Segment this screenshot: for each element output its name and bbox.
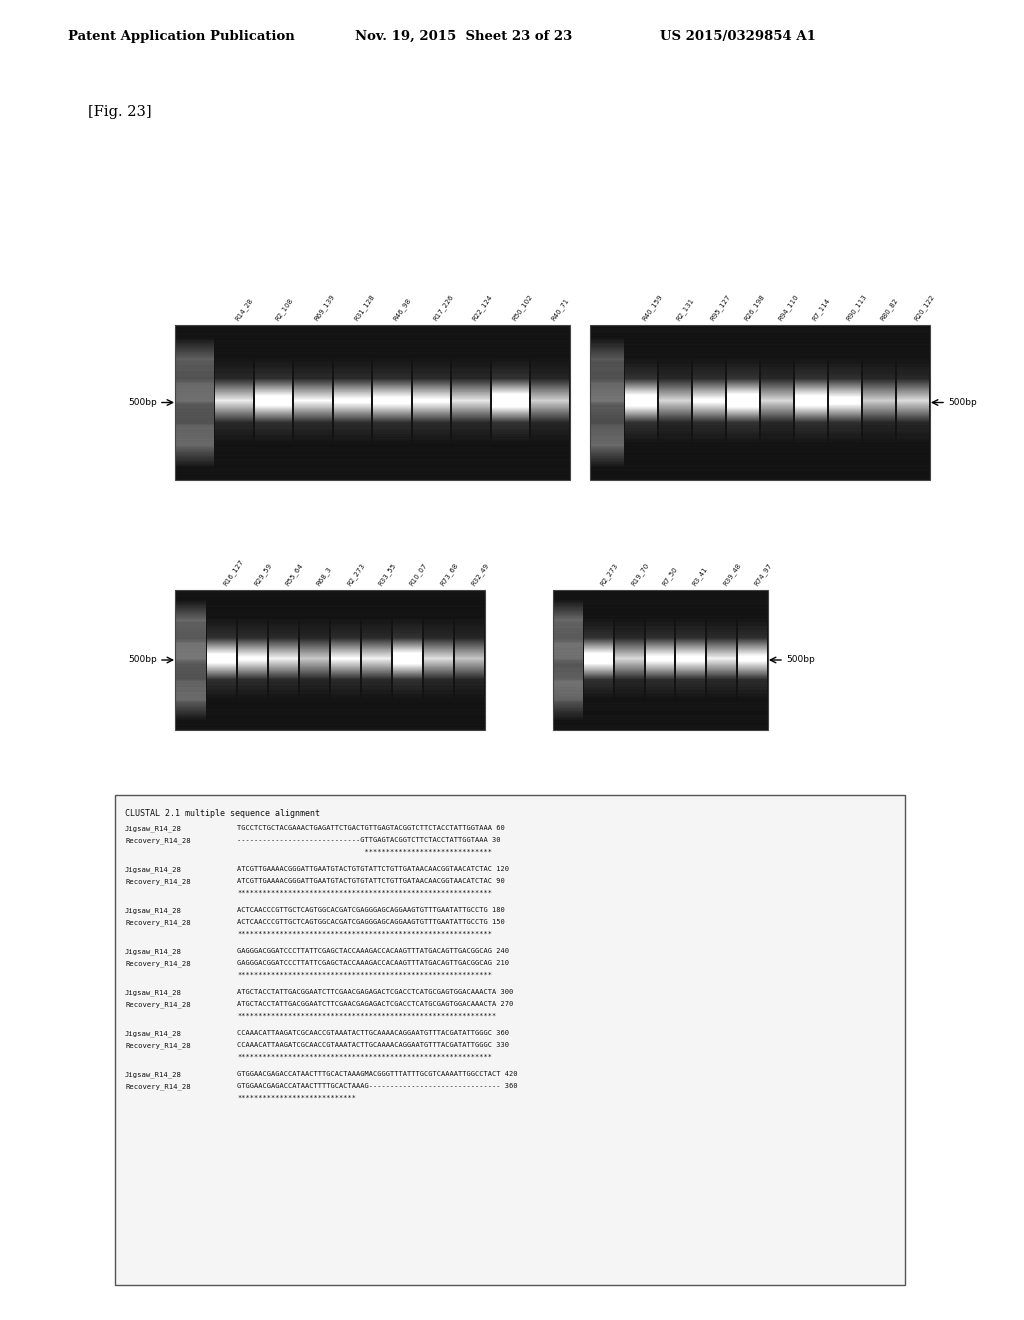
Text: [Fig. 23]: [Fig. 23]: [88, 106, 152, 119]
Text: Recovery_R14_28: Recovery_R14_28: [125, 1041, 190, 1048]
Text: R39_48: R39_48: [722, 562, 742, 587]
Text: R20_122: R20_122: [913, 293, 936, 322]
Text: *************************************************************: ****************************************…: [237, 1012, 497, 1019]
Text: 500bp: 500bp: [786, 656, 815, 664]
Text: Jigsaw_R14_28: Jigsaw_R14_28: [125, 825, 182, 832]
Text: ATGCTACCTATTGACGGAATCTTCGAACGAGAGACTCGACCTCATGCGAGTGGACAAACTA 270: ATGCTACCTATTGACGGAATCTTCGAACGAGAGACTCGAC…: [237, 1001, 513, 1007]
Text: 500bp: 500bp: [128, 656, 157, 664]
Text: R14_28: R14_28: [234, 297, 255, 322]
Text: Jigsaw_R14_28: Jigsaw_R14_28: [125, 989, 182, 995]
Text: -----------------------------GTTGAGTACGGTCTTCTACCTATTGGTAAA 30: -----------------------------GTTGAGTACGG…: [237, 837, 501, 843]
Text: R73_68: R73_68: [438, 561, 459, 587]
Text: R94_110: R94_110: [777, 293, 800, 322]
Text: ****************************: ****************************: [237, 1096, 356, 1101]
Text: R69_139: R69_139: [313, 293, 337, 322]
Text: ATCGTTGAAAACGGGATTGAATGTACTGTGTATTCTGTTGATAACAACGGTAACATCTAC 90: ATCGTTGAAAACGGGATTGAATGTACTGTGTATTCTGTTG…: [237, 878, 505, 884]
Text: R68_3: R68_3: [314, 565, 333, 587]
Text: ************************************************************: ****************************************…: [237, 1053, 492, 1060]
Text: GTGGAACGAGACCATAACTTTGCACTAAAGMACGGGTTTATTTGCGTCAAAATTGGCCTACT 420: GTGGAACGAGACCATAACTTTGCACTAAAGMACGGGTTTA…: [237, 1071, 517, 1077]
Text: CLUSTAL 2.1 multiple sequence alignment: CLUSTAL 2.1 multiple sequence alignment: [125, 809, 319, 818]
Text: R17_226: R17_226: [432, 293, 455, 322]
Text: CCAAACATTAAGATCGCAACCGTAAATACTTGCAAAACAGGAATGTTTACGATATTGGGC 330: CCAAACATTAAGATCGCAACCGTAAATACTTGCAAAACAG…: [237, 1041, 509, 1048]
Text: Jigsaw_R14_28: Jigsaw_R14_28: [125, 1071, 182, 1077]
Text: GTGGAACGAGACCATAACTTTTGCACTAAAG------------------------------- 360: GTGGAACGAGACCATAACTTTTGCACTAAAG---------…: [237, 1082, 517, 1089]
Text: R7_114: R7_114: [811, 297, 831, 322]
Text: ************************************************************: ****************************************…: [237, 931, 492, 937]
Text: ACTCAACCCGTTGCTCAGTGGCACGATCGAGGGAGCAGGAAGTGTTTGAATATTGCCTG 180: ACTCAACCCGTTGCTCAGTGGCACGATCGAGGGAGCAGGA…: [237, 907, 505, 913]
Text: GAGGGACGGATCCCTTATTCGAGCTACCAAAGACCACAAGTTTATGACAGTTGACGGCAG 210: GAGGGACGGATCCCTTATTCGAGCTACCAAAGACCACAAG…: [237, 960, 509, 966]
Bar: [175, 590, 485, 730]
Text: Recovery_R14_28: Recovery_R14_28: [125, 1001, 190, 1007]
Text: R40_159: R40_159: [641, 293, 664, 322]
Text: R46_98: R46_98: [392, 297, 413, 322]
Text: R7_50: R7_50: [660, 565, 679, 587]
Text: Recovery_R14_28: Recovery_R14_28: [125, 960, 190, 966]
Text: R55_64: R55_64: [284, 562, 304, 587]
Text: R95_127: R95_127: [709, 293, 732, 322]
Text: ATCGTTGAAAACGGGATTGAATGTACTGTGTATTCTGTTGATAACAACGGTAACATCTAC 120: ATCGTTGAAAACGGGATTGAATGTACTGTGTATTCTGTTG…: [237, 866, 509, 873]
Text: CCAAACATTAAGATCGCAACCGTAAATACTTGCAAAACAGGAATGTTTACGATATTGGGC 360: CCAAACATTAAGATCGCAACCGTAAATACTTGCAAAACAG…: [237, 1030, 509, 1036]
Text: R31_128: R31_128: [352, 293, 376, 322]
Text: R33_55: R33_55: [377, 562, 397, 587]
Text: Jigsaw_R14_28: Jigsaw_R14_28: [125, 948, 182, 954]
Bar: [553, 590, 768, 730]
Bar: [590, 325, 930, 480]
Text: R40_71: R40_71: [550, 297, 570, 322]
Text: R22_124: R22_124: [471, 293, 495, 322]
Text: R32_49: R32_49: [469, 562, 489, 587]
Bar: [175, 325, 570, 480]
Text: Nov. 19, 2015  Sheet 23 of 23: Nov. 19, 2015 Sheet 23 of 23: [355, 30, 572, 44]
Text: R74_97: R74_97: [753, 562, 773, 587]
Text: R3_41: R3_41: [691, 565, 710, 587]
Text: Recovery_R14_28: Recovery_R14_28: [125, 919, 190, 925]
Text: R29_59: R29_59: [253, 562, 273, 587]
Text: R50_102: R50_102: [511, 293, 534, 322]
Text: ATGCTACCTATTGACGGAATCTTCGAACGAGAGACTCGACCTCATGCGAGTGGACAAACTA 300: ATGCTACCTATTGACGGAATCTTCGAACGAGAGACTCGAC…: [237, 989, 513, 995]
Text: R16_127: R16_127: [221, 558, 245, 587]
Text: R26_198: R26_198: [743, 293, 766, 322]
Text: R2_108: R2_108: [273, 297, 294, 322]
Text: ******************************: ******************************: [237, 849, 492, 855]
Text: R90_113: R90_113: [845, 293, 868, 322]
Text: 500bp: 500bp: [948, 399, 977, 407]
Text: R2_273: R2_273: [599, 562, 620, 587]
Text: R10_07: R10_07: [408, 561, 428, 587]
Text: R19_70: R19_70: [630, 561, 650, 587]
Text: R2_131: R2_131: [675, 297, 695, 322]
Text: Recovery_R14_28: Recovery_R14_28: [125, 837, 190, 843]
Bar: [115, 795, 905, 1284]
Text: R2_273: R2_273: [345, 562, 366, 587]
Text: Recovery_R14_28: Recovery_R14_28: [125, 878, 190, 884]
Text: ACTCAACCCGTTGCTCAGTGGCACGATCGAGGGAGCAGGAAGTGTTTGAATATTGCCTG 150: ACTCAACCCGTTGCTCAGTGGCACGATCGAGGGAGCAGGA…: [237, 919, 505, 925]
Text: GAGGGACGGATCCCTTATTCGAGCTACCAAAGACCACAAGTTTATGACAGTTGACGGCAG 240: GAGGGACGGATCCCTTATTCGAGCTACCAAAGACCACAAG…: [237, 948, 509, 954]
Text: Patent Application Publication: Patent Application Publication: [68, 30, 295, 44]
Text: R80_82: R80_82: [879, 297, 899, 322]
Text: Recovery_R14_28: Recovery_R14_28: [125, 1082, 190, 1089]
Text: Jigsaw_R14_28: Jigsaw_R14_28: [125, 907, 182, 913]
Text: ************************************************************: ****************************************…: [237, 890, 492, 896]
Text: US 2015/0329854 A1: US 2015/0329854 A1: [660, 30, 816, 44]
Text: 500bp: 500bp: [128, 399, 157, 407]
Text: TGCCTCTGCTACGAAACTGAGATTCTGACTGTTGAGTACGGTCTTCTACCTATTGGTAAA 60: TGCCTCTGCTACGAAACTGAGATTCTGACTGTTGAGTACG…: [237, 825, 505, 832]
Text: Jigsaw_R14_28: Jigsaw_R14_28: [125, 1030, 182, 1036]
Text: Jigsaw_R14_28: Jigsaw_R14_28: [125, 866, 182, 873]
Text: ************************************************************: ****************************************…: [237, 972, 492, 978]
